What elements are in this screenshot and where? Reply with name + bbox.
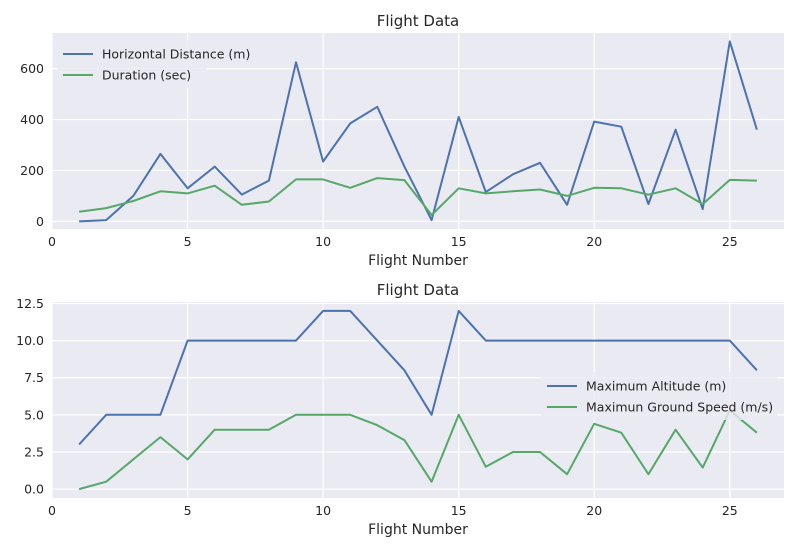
x-tick-label: 10 <box>315 503 331 518</box>
x-tick-label: 20 <box>586 503 602 518</box>
x-tick-label: 15 <box>451 234 467 249</box>
legend-label: Duration (sec) <box>102 68 191 83</box>
x-tick-label: 25 <box>722 503 738 518</box>
legend-label: Horizontal Distance (m) <box>102 47 250 62</box>
x-tick-label: 0 <box>48 503 56 518</box>
chart-title: Flight Data <box>377 281 459 299</box>
x-tick-label: 10 <box>315 234 331 249</box>
series-line-2 <box>78 409 758 491</box>
x-tick-label: 5 <box>184 503 192 518</box>
y-tick-label: 200 <box>20 163 44 178</box>
y-tick-label: 10.0 <box>16 333 44 348</box>
chart-panel-2: 0 5 10 15 20 25 0.0 2.5 5.0 7.5 10.0 12.5 Flight Dat… <box>16 281 784 538</box>
x-tick-label: 15 <box>451 503 467 518</box>
x-axis-label: Flight Number <box>368 522 468 538</box>
y-tick-label: 0 <box>36 214 44 229</box>
y-tick-label: 7.5 <box>24 370 44 385</box>
series-line-1 <box>78 309 758 446</box>
legend-label: Maximum Altitude (m) <box>586 379 726 394</box>
y-tick-label: 400 <box>20 112 44 127</box>
x-tick-label: 25 <box>722 234 738 249</box>
legend-label: Maximun Ground Speed (m/s) <box>586 400 773 415</box>
chart-panel-1: 0 5 10 15 20 25 0 200 400 600 Flight Data Flight Nu… <box>20 12 784 269</box>
x-tick-label: 0 <box>48 234 56 249</box>
y-tick-label: 5.0 <box>24 407 44 422</box>
chart-title: Flight Data <box>377 12 459 30</box>
y-tick-label: 0.0 <box>24 482 44 497</box>
y-tick-label: 600 <box>20 61 44 76</box>
legend-box <box>541 372 777 420</box>
series-line-1 <box>79 40 758 223</box>
y-tick-label: 12.5 <box>16 296 44 311</box>
y-tick-label: 2.5 <box>24 444 44 459</box>
x-axis-label: Flight Number <box>368 253 468 269</box>
legend-box <box>57 40 207 88</box>
series-line-2 <box>78 177 757 216</box>
x-tick-label: 20 <box>586 234 602 249</box>
x-tick-label: 5 <box>184 234 192 249</box>
legend: Maximum Altitude (m) Maximun Ground Speed… <box>541 372 777 420</box>
legend: Horizontal Distance (m) Duration (sec) <box>57 40 250 88</box>
